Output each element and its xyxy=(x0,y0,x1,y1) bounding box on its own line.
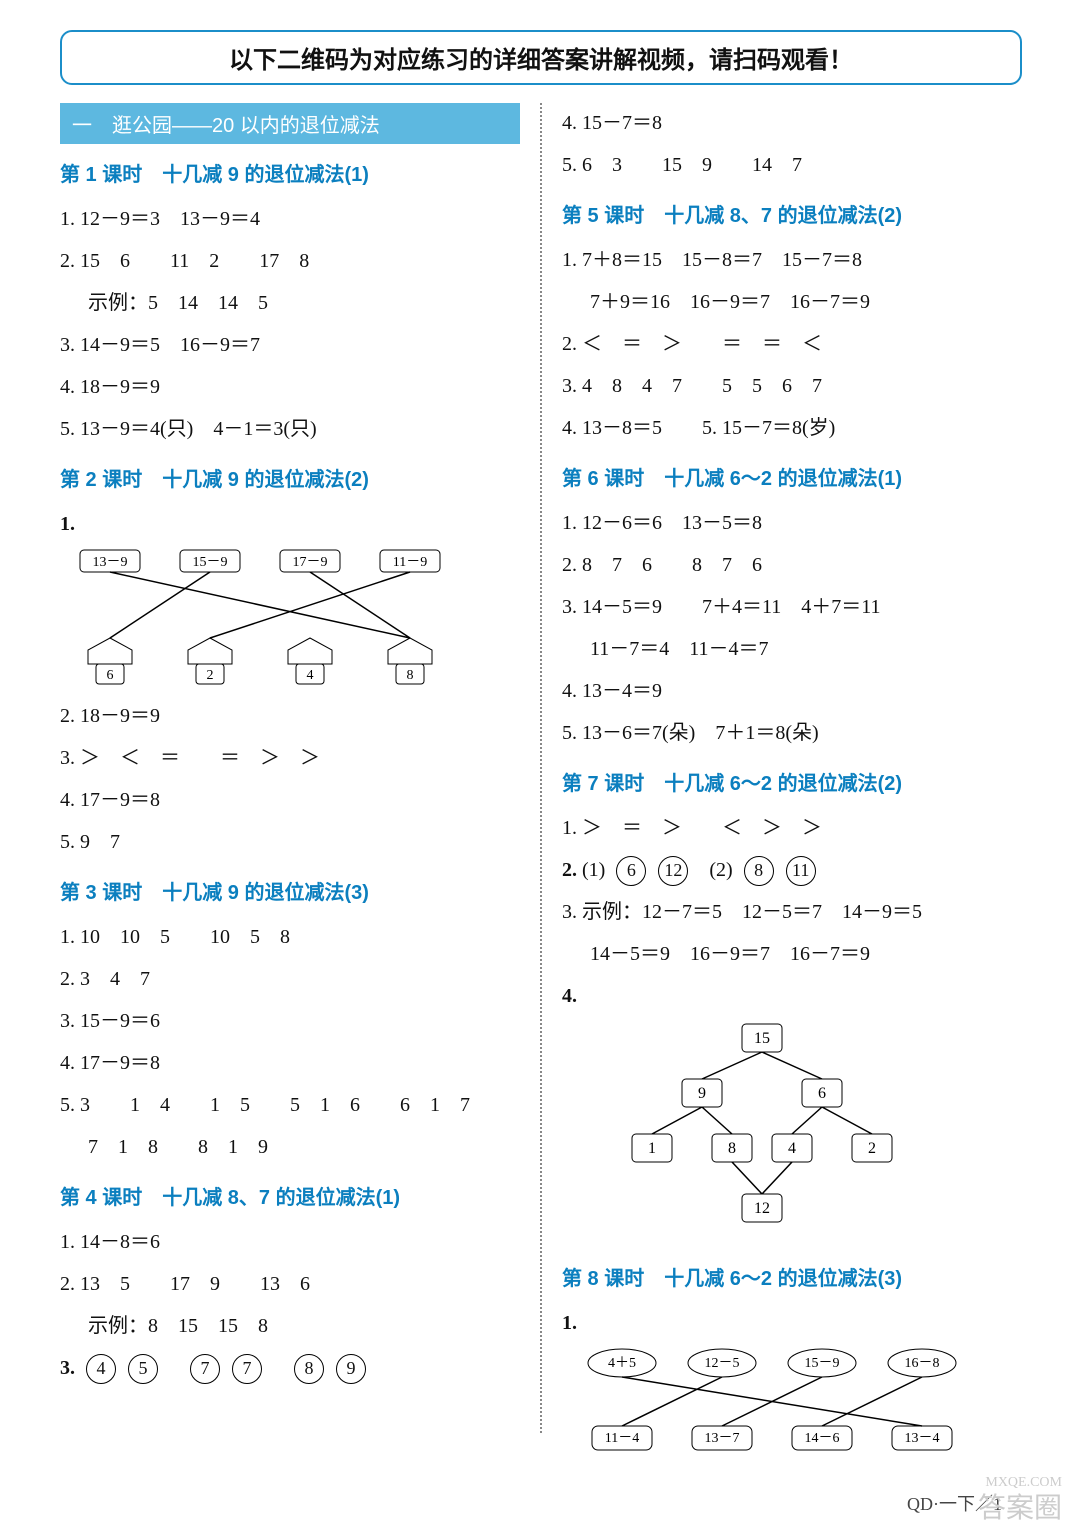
l3-p4: 4. 17－9＝8 xyxy=(60,1043,520,1083)
l6-p3: 3. 14－5＝9 7＋4＝11 4＋7＝11 xyxy=(562,587,1022,627)
answer-circle: 6 xyxy=(616,856,646,886)
l4-p3: 3. 45 77 89 xyxy=(60,1348,520,1388)
l7-p3b: 14－5＝9 16－9＝7 16－7＝9 xyxy=(562,934,1022,974)
svg-text:11－9: 11－9 xyxy=(393,555,427,570)
svg-text:12: 12 xyxy=(754,1200,770,1217)
answer-circle: 7 xyxy=(232,1354,262,1384)
lesson-1-title: 第 1 课时 十几减 9 的退位减法(1) xyxy=(60,158,520,187)
l7-q2b-label: (2) xyxy=(709,859,732,881)
l7-q4: 4. xyxy=(562,976,1022,1016)
answer-circle: 8 xyxy=(744,856,774,886)
svg-text:9: 9 xyxy=(698,1085,706,1102)
svg-text:1: 1 xyxy=(648,1140,656,1157)
answer-circle: 5 xyxy=(128,1354,158,1384)
l6-p3b: 11－7＝4 11－4＝7 xyxy=(562,629,1022,669)
svg-text:13－4: 13－4 xyxy=(905,1431,940,1446)
q-number: 1. xyxy=(562,1312,577,1334)
svg-text:2: 2 xyxy=(868,1140,876,1157)
answer-circle: 12 xyxy=(658,856,688,886)
l2-p5: 5. 9 7 xyxy=(60,822,520,862)
lesson-2-title: 第 2 课时 十几减 9 的退位减法(2) xyxy=(60,463,520,492)
svg-text:4: 4 xyxy=(307,668,314,683)
l5-p1b: 7＋9＝16 16－9＝7 16－7＝9 xyxy=(562,282,1022,322)
l8-q1: 1. 4＋5 12－5 15－9 16－8 11－4 13－7 14－6 13－4 xyxy=(562,1303,1022,1463)
q-number: 3. xyxy=(60,1357,75,1379)
svg-text:6: 6 xyxy=(107,668,114,683)
l5-p2: 2. ＜ ＝ ＞ ＝ ＝ ＜ xyxy=(562,324,1022,364)
l2-p4: 4. 17－9＝8 xyxy=(60,780,520,820)
svg-text:12－5: 12－5 xyxy=(705,1356,740,1371)
l1-p1: 1. 12－9＝3 13－9＝4 xyxy=(60,199,520,239)
lesson-7-title: 第 7 课时 十几减 6～2 的退位减法(2) xyxy=(562,767,1022,796)
l6-p2: 2. 8 7 6 8 7 6 xyxy=(562,545,1022,585)
svg-text:8: 8 xyxy=(407,668,414,683)
svg-text:15－9: 15－9 xyxy=(193,555,228,570)
svg-text:14－6: 14－6 xyxy=(805,1431,840,1446)
svg-text:15: 15 xyxy=(754,1030,770,1047)
l4-p1: 1. 14－8＝6 xyxy=(60,1222,520,1262)
l3-p5b: 7 1 8 8 1 9 xyxy=(60,1127,520,1167)
svg-text:13－9: 13－9 xyxy=(93,555,128,570)
left-column: 一 逛公园——20 以内的退位减法 第 1 课时 十几减 9 的退位减法(1) … xyxy=(60,103,520,1465)
svg-text:15－9: 15－9 xyxy=(805,1356,840,1371)
l1-p2b: 示例：5 14 14 5 xyxy=(60,283,520,323)
right-column: 4. 15－7＝8 5. 6 3 15 9 14 7 第 5 课时 十几减 8、… xyxy=(562,103,1022,1465)
column-divider xyxy=(540,103,542,1433)
l4-p2b: 示例：8 15 15 8 xyxy=(60,1306,520,1346)
q-number: 4. xyxy=(562,985,577,1007)
svg-text:8: 8 xyxy=(728,1140,736,1157)
lesson-4-title: 第 4 课时 十几减 8、7 的退位减法(1) xyxy=(60,1181,520,1210)
matching-diagram-2: 4＋5 12－5 15－9 16－8 11－4 13－7 14－6 13－4 xyxy=(562,1343,982,1463)
l3-p3: 3. 15－9＝6 xyxy=(60,1001,520,1041)
l3-p5: 5. 3 1 4 1 5 5 1 6 6 1 7 xyxy=(60,1085,520,1125)
watermark-text: 答案圈 xyxy=(978,1486,1062,1526)
l2-p2: 2. 18－9＝9 xyxy=(60,696,520,736)
svg-text:4: 4 xyxy=(788,1140,796,1157)
l1-p5: 5. 13－9＝4(只) 4－1＝3(只) xyxy=(60,409,520,449)
svg-text:4＋5: 4＋5 xyxy=(608,1356,636,1371)
lesson-5-title: 第 5 课时 十几减 8、7 的退位减法(2) xyxy=(562,199,1022,228)
l7-p3: 3. 示例：12－7＝5 12－5＝7 14－9＝5 xyxy=(562,892,1022,932)
answer-circle: 8 xyxy=(294,1354,324,1384)
answer-circle: 4 xyxy=(86,1354,116,1384)
l5-p1: 1. 7＋8＝15 15－8＝7 15－7＝8 xyxy=(562,240,1022,280)
answer-circle: 9 xyxy=(336,1354,366,1384)
svg-text:16－8: 16－8 xyxy=(905,1356,940,1371)
svg-text:17－9: 17－9 xyxy=(293,555,328,570)
l2-q1: 1. 13－9 15－9 17－9 11－9 6 2 4 8 xyxy=(60,504,520,694)
lesson-6-title: 第 6 课时 十几减 6～2 的退位减法(1) xyxy=(562,462,1022,491)
svg-text:13－7: 13－7 xyxy=(705,1431,740,1446)
l1-p4: 4. 18－9＝9 xyxy=(60,367,520,407)
chapter-heading: 一 逛公园——20 以内的退位减法 xyxy=(60,103,520,144)
tree-diagram: 15 9 6 1 8 4 2 12 xyxy=(602,1018,922,1248)
matching-diagram-1: 13－9 15－9 17－9 11－9 6 2 4 8 xyxy=(60,544,480,694)
l7-p2: 2. (1) 6 12 (2) 8 11 xyxy=(562,850,1022,890)
l6-p5: 5. 13－6＝7(朵) 7＋1＝8(朵) xyxy=(562,713,1022,753)
lesson-8-title: 第 8 课时 十几减 6～2 的退位减法(3) xyxy=(562,1262,1022,1291)
l7-q2a-label: (1) xyxy=(582,859,605,881)
svg-text:2: 2 xyxy=(207,668,214,683)
answer-circle: 7 xyxy=(190,1354,220,1384)
answer-circle: 11 xyxy=(786,856,816,886)
l7-p1: 1. ＞ ＝ ＞ ＜ ＞ ＞ xyxy=(562,808,1022,848)
l1-p2: 2. 15 6 11 2 17 8 xyxy=(60,241,520,281)
l5-p4: 4. 13－8＝5 5. 15－7＝8(岁) xyxy=(562,408,1022,448)
q-number: 1. xyxy=(60,513,75,535)
l2-p3: 3. ＞ ＜ ＝ ＝ ＞ ＞ xyxy=(60,738,520,778)
l3-p2: 2. 3 4 7 xyxy=(60,959,520,999)
l6-p1: 1. 12－6＝6 13－5＝8 xyxy=(562,503,1022,543)
svg-text:11－4: 11－4 xyxy=(605,1431,639,1446)
l4-p2: 2. 13 5 17 9 13 6 xyxy=(60,1264,520,1304)
l3-p1: 1. 10 10 5 10 5 8 xyxy=(60,917,520,957)
lesson-3-title: 第 3 课时 十几减 9 的退位减法(3) xyxy=(60,876,520,905)
l6-p4: 4. 13－4＝9 xyxy=(562,671,1022,711)
q-number: 2. xyxy=(562,859,577,881)
top-banner: 以下二维码为对应练习的详细答案讲解视频，请扫码观看！ xyxy=(60,30,1022,85)
l5-p3: 3. 4 8 4 7 5 5 6 7 xyxy=(562,366,1022,406)
svg-text:6: 6 xyxy=(818,1085,826,1102)
l1-p3: 3. 14－9＝5 16－9＝7 xyxy=(60,325,520,365)
pre-p4: 4. 15－7＝8 xyxy=(562,103,1022,143)
pre-p5: 5. 6 3 15 9 14 7 xyxy=(562,145,1022,185)
